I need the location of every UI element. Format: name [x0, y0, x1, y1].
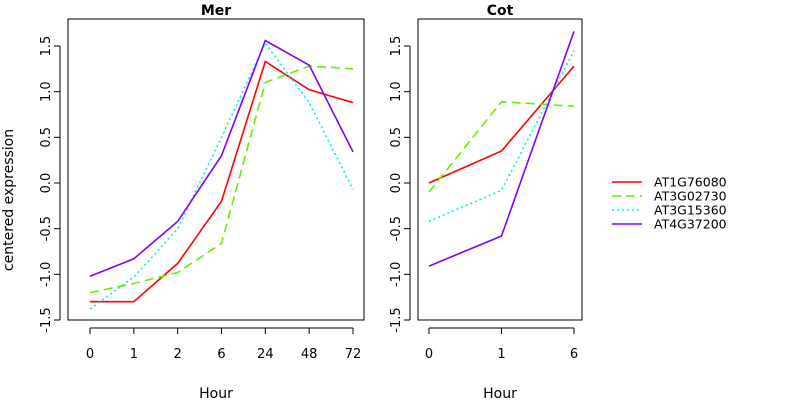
- panel-cot: Cot -1.5 -1.0 -0.5 0.0 0.5 1.0 1.5 0 1 6 Hour: [389, 3, 583, 400]
- plot-frame: [67, 18, 365, 321]
- x-tick-label: 0: [425, 347, 433, 362]
- y-tick-label: 1.0: [389, 81, 404, 102]
- panel-mer: Mer -1.5 -1.0 -0.5 0.0 0.5 1.0 1.5 0 1 2 6 24 48 72 Hou…: [39, 3, 365, 400]
- y-tick-label: 0.0: [39, 173, 54, 194]
- x-tick-label: 6: [570, 347, 578, 362]
- x-tick-label: 48: [301, 347, 318, 362]
- y-tick-label: -0.5: [389, 216, 404, 241]
- legend-label: AT3G15360: [654, 203, 727, 218]
- legend-label: AT4G37200: [654, 217, 727, 232]
- chart-panels: Mer -1.5 -1.0 -0.5 0.0 0.5 1.0 1.5 0 1 2 6 24 48 72 Hou…: [39, 3, 583, 400]
- series-line-at4g37200: [89, 39, 354, 277]
- series-line-at4g37200: [428, 31, 575, 267]
- y-tick-label: 0.0: [389, 173, 404, 194]
- y-tick-label: -1.5: [389, 307, 404, 332]
- series-line-at1g76080: [428, 65, 575, 184]
- legend-label: AT1G76080: [654, 175, 727, 190]
- y-tick-label: 0.5: [389, 127, 404, 148]
- x-tick-label: 1: [497, 347, 505, 362]
- legend-label: AT3G02730: [654, 189, 727, 204]
- x-axis-title: Hour: [199, 386, 233, 400]
- x-tick-label: 24: [257, 347, 274, 362]
- x-axis-title: Hour: [483, 386, 517, 400]
- panel-title: Cot: [487, 3, 514, 19]
- y-tick-label: -1.5: [39, 307, 54, 332]
- series-line-at3g02730: [89, 65, 354, 294]
- x-tick-label: 2: [174, 347, 182, 362]
- series-line-at3g15360: [89, 41, 354, 310]
- series-line-at1g76080: [90, 60, 354, 303]
- y-axis-title: centered expression: [1, 129, 17, 271]
- y-tick-label: -1.0: [39, 262, 54, 287]
- plot-frame: [417, 18, 583, 321]
- series-line-at3g02730: [428, 100, 575, 193]
- panel-title: Mer: [201, 3, 231, 19]
- x-tick-label: 0: [86, 347, 94, 362]
- x-tick-label: 1: [130, 347, 138, 362]
- y-tick-label: 0.5: [39, 127, 54, 148]
- y-tick-label: -0.5: [39, 216, 54, 241]
- x-tick-label: 6: [217, 347, 225, 362]
- y-tick-label: 1.0: [39, 81, 54, 102]
- y-tick-label: 1.5: [389, 36, 404, 57]
- y-tick-label: -1.0: [389, 262, 404, 287]
- x-tick-label: 72: [345, 347, 362, 362]
- series-line-at3g15360: [428, 50, 575, 223]
- y-tick-label: 1.5: [39, 36, 54, 57]
